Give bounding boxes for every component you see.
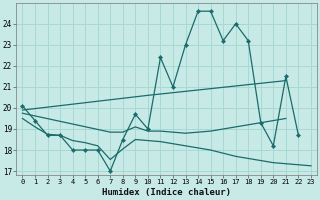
X-axis label: Humidex (Indice chaleur): Humidex (Indice chaleur) — [102, 188, 231, 197]
